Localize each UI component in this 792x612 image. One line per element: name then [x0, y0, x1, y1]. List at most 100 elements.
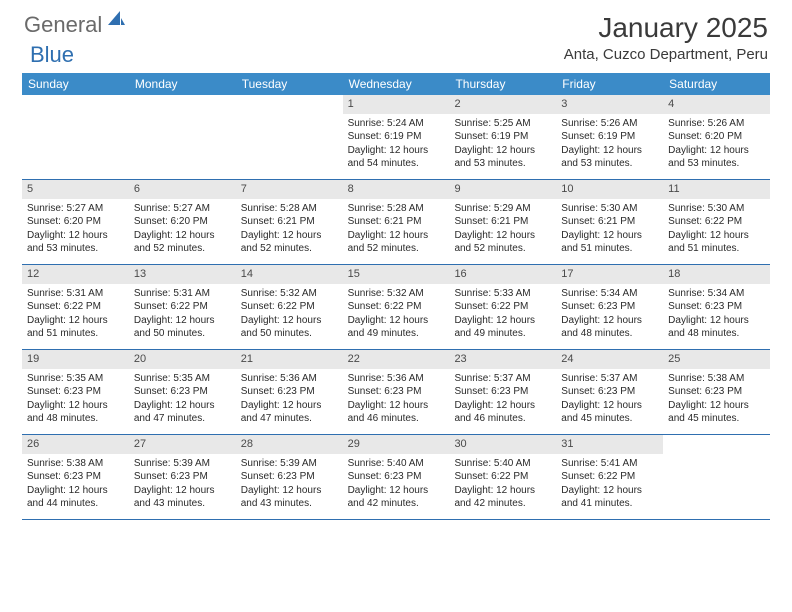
calendar: SundayMondayTuesdayWednesdayThursdayFrid…	[22, 73, 770, 520]
day-cell: 9Sunrise: 5:29 AMSunset: 6:21 PMDaylight…	[449, 180, 556, 264]
day-body: Sunrise: 5:37 AMSunset: 6:23 PMDaylight:…	[556, 369, 663, 430]
day-cell: 19Sunrise: 5:35 AMSunset: 6:23 PMDayligh…	[22, 350, 129, 434]
day-cell: 12Sunrise: 5:31 AMSunset: 6:22 PMDayligh…	[22, 265, 129, 349]
day-number: 25	[663, 350, 770, 369]
day-number	[129, 95, 236, 114]
day-body: Sunrise: 5:41 AMSunset: 6:22 PMDaylight:…	[556, 454, 663, 515]
day-number: 6	[129, 180, 236, 199]
week-row: 1Sunrise: 5:24 AMSunset: 6:19 PMDaylight…	[22, 95, 770, 180]
day-cell: 5Sunrise: 5:27 AMSunset: 6:20 PMDaylight…	[22, 180, 129, 264]
day-cell: 28Sunrise: 5:39 AMSunset: 6:23 PMDayligh…	[236, 435, 343, 519]
day-body: Sunrise: 5:36 AMSunset: 6:23 PMDaylight:…	[343, 369, 450, 430]
day-number: 7	[236, 180, 343, 199]
day-number: 20	[129, 350, 236, 369]
day-body: Sunrise: 5:31 AMSunset: 6:22 PMDaylight:…	[129, 284, 236, 345]
day-number: 11	[663, 180, 770, 199]
day-number: 17	[556, 265, 663, 284]
page-header: General January 2025 Anta, Cuzco Departm…	[0, 0, 792, 67]
day-number: 15	[343, 265, 450, 284]
day-number: 9	[449, 180, 556, 199]
weekday-header-row: SundayMondayTuesdayWednesdayThursdayFrid…	[22, 73, 770, 95]
day-cell: 10Sunrise: 5:30 AMSunset: 6:21 PMDayligh…	[556, 180, 663, 264]
day-body: Sunrise: 5:33 AMSunset: 6:22 PMDaylight:…	[449, 284, 556, 345]
day-cell: 24Sunrise: 5:37 AMSunset: 6:23 PMDayligh…	[556, 350, 663, 434]
day-number: 21	[236, 350, 343, 369]
day-body: Sunrise: 5:40 AMSunset: 6:23 PMDaylight:…	[343, 454, 450, 515]
day-body: Sunrise: 5:35 AMSunset: 6:23 PMDaylight:…	[129, 369, 236, 430]
logo-sail-icon	[106, 9, 126, 32]
day-number: 18	[663, 265, 770, 284]
day-body: Sunrise: 5:27 AMSunset: 6:20 PMDaylight:…	[22, 199, 129, 260]
day-body: Sunrise: 5:26 AMSunset: 6:19 PMDaylight:…	[556, 114, 663, 175]
day-number: 5	[22, 180, 129, 199]
day-number: 13	[129, 265, 236, 284]
day-body: Sunrise: 5:38 AMSunset: 6:23 PMDaylight:…	[663, 369, 770, 430]
day-body: Sunrise: 5:25 AMSunset: 6:19 PMDaylight:…	[449, 114, 556, 175]
day-body: Sunrise: 5:24 AMSunset: 6:19 PMDaylight:…	[343, 114, 450, 175]
day-number: 26	[22, 435, 129, 454]
day-cell: 8Sunrise: 5:28 AMSunset: 6:21 PMDaylight…	[343, 180, 450, 264]
day-cell: 22Sunrise: 5:36 AMSunset: 6:23 PMDayligh…	[343, 350, 450, 434]
week-row: 5Sunrise: 5:27 AMSunset: 6:20 PMDaylight…	[22, 180, 770, 265]
day-body: Sunrise: 5:34 AMSunset: 6:23 PMDaylight:…	[663, 284, 770, 345]
day-cell: 23Sunrise: 5:37 AMSunset: 6:23 PMDayligh…	[449, 350, 556, 434]
day-number: 30	[449, 435, 556, 454]
logo: General	[24, 12, 128, 38]
day-cell: 26Sunrise: 5:38 AMSunset: 6:23 PMDayligh…	[22, 435, 129, 519]
month-title: January 2025	[564, 12, 768, 44]
day-body: Sunrise: 5:36 AMSunset: 6:23 PMDaylight:…	[236, 369, 343, 430]
title-block: January 2025 Anta, Cuzco Department, Per…	[564, 12, 768, 63]
day-body: Sunrise: 5:30 AMSunset: 6:21 PMDaylight:…	[556, 199, 663, 260]
weekday-header: Saturday	[663, 73, 770, 95]
week-row: 19Sunrise: 5:35 AMSunset: 6:23 PMDayligh…	[22, 350, 770, 435]
day-cell: 21Sunrise: 5:36 AMSunset: 6:23 PMDayligh…	[236, 350, 343, 434]
day-cell: 4Sunrise: 5:26 AMSunset: 6:20 PMDaylight…	[663, 95, 770, 179]
day-cell: 16Sunrise: 5:33 AMSunset: 6:22 PMDayligh…	[449, 265, 556, 349]
weekday-header: Sunday	[22, 73, 129, 95]
day-body: Sunrise: 5:26 AMSunset: 6:20 PMDaylight:…	[663, 114, 770, 175]
logo-text-gray: General	[24, 12, 102, 38]
day-cell: 11Sunrise: 5:30 AMSunset: 6:22 PMDayligh…	[663, 180, 770, 264]
day-body: Sunrise: 5:28 AMSunset: 6:21 PMDaylight:…	[236, 199, 343, 260]
day-cell: 3Sunrise: 5:26 AMSunset: 6:19 PMDaylight…	[556, 95, 663, 179]
day-body: Sunrise: 5:34 AMSunset: 6:23 PMDaylight:…	[556, 284, 663, 345]
day-number: 4	[663, 95, 770, 114]
day-cell: 2Sunrise: 5:25 AMSunset: 6:19 PMDaylight…	[449, 95, 556, 179]
day-cell: 25Sunrise: 5:38 AMSunset: 6:23 PMDayligh…	[663, 350, 770, 434]
day-body: Sunrise: 5:30 AMSunset: 6:22 PMDaylight:…	[663, 199, 770, 260]
week-row: 26Sunrise: 5:38 AMSunset: 6:23 PMDayligh…	[22, 435, 770, 520]
day-number: 31	[556, 435, 663, 454]
day-body: Sunrise: 5:28 AMSunset: 6:21 PMDaylight:…	[343, 199, 450, 260]
day-body: Sunrise: 5:32 AMSunset: 6:22 PMDaylight:…	[343, 284, 450, 345]
day-number: 27	[129, 435, 236, 454]
day-number: 19	[22, 350, 129, 369]
location-text: Anta, Cuzco Department, Peru	[564, 46, 768, 63]
day-body: Sunrise: 5:32 AMSunset: 6:22 PMDaylight:…	[236, 284, 343, 345]
day-body: Sunrise: 5:35 AMSunset: 6:23 PMDaylight:…	[22, 369, 129, 430]
day-number	[663, 435, 770, 454]
day-number	[22, 95, 129, 114]
weeks-container: 1Sunrise: 5:24 AMSunset: 6:19 PMDaylight…	[22, 95, 770, 520]
day-number: 2	[449, 95, 556, 114]
day-cell: 17Sunrise: 5:34 AMSunset: 6:23 PMDayligh…	[556, 265, 663, 349]
day-number: 23	[449, 350, 556, 369]
day-cell: 7Sunrise: 5:28 AMSunset: 6:21 PMDaylight…	[236, 180, 343, 264]
day-number: 14	[236, 265, 343, 284]
day-body: Sunrise: 5:39 AMSunset: 6:23 PMDaylight:…	[236, 454, 343, 515]
day-body: Sunrise: 5:38 AMSunset: 6:23 PMDaylight:…	[22, 454, 129, 515]
weekday-header: Friday	[556, 73, 663, 95]
day-cell	[22, 95, 129, 179]
day-cell	[663, 435, 770, 519]
week-row: 12Sunrise: 5:31 AMSunset: 6:22 PMDayligh…	[22, 265, 770, 350]
day-cell: 15Sunrise: 5:32 AMSunset: 6:22 PMDayligh…	[343, 265, 450, 349]
day-cell: 20Sunrise: 5:35 AMSunset: 6:23 PMDayligh…	[129, 350, 236, 434]
day-body: Sunrise: 5:39 AMSunset: 6:23 PMDaylight:…	[129, 454, 236, 515]
day-number: 1	[343, 95, 450, 114]
day-body: Sunrise: 5:40 AMSunset: 6:22 PMDaylight:…	[449, 454, 556, 515]
day-cell: 31Sunrise: 5:41 AMSunset: 6:22 PMDayligh…	[556, 435, 663, 519]
day-cell	[236, 95, 343, 179]
logo-blue-text-wrap: Blue	[30, 42, 74, 68]
day-number	[236, 95, 343, 114]
day-body: Sunrise: 5:31 AMSunset: 6:22 PMDaylight:…	[22, 284, 129, 345]
day-body: Sunrise: 5:29 AMSunset: 6:21 PMDaylight:…	[449, 199, 556, 260]
